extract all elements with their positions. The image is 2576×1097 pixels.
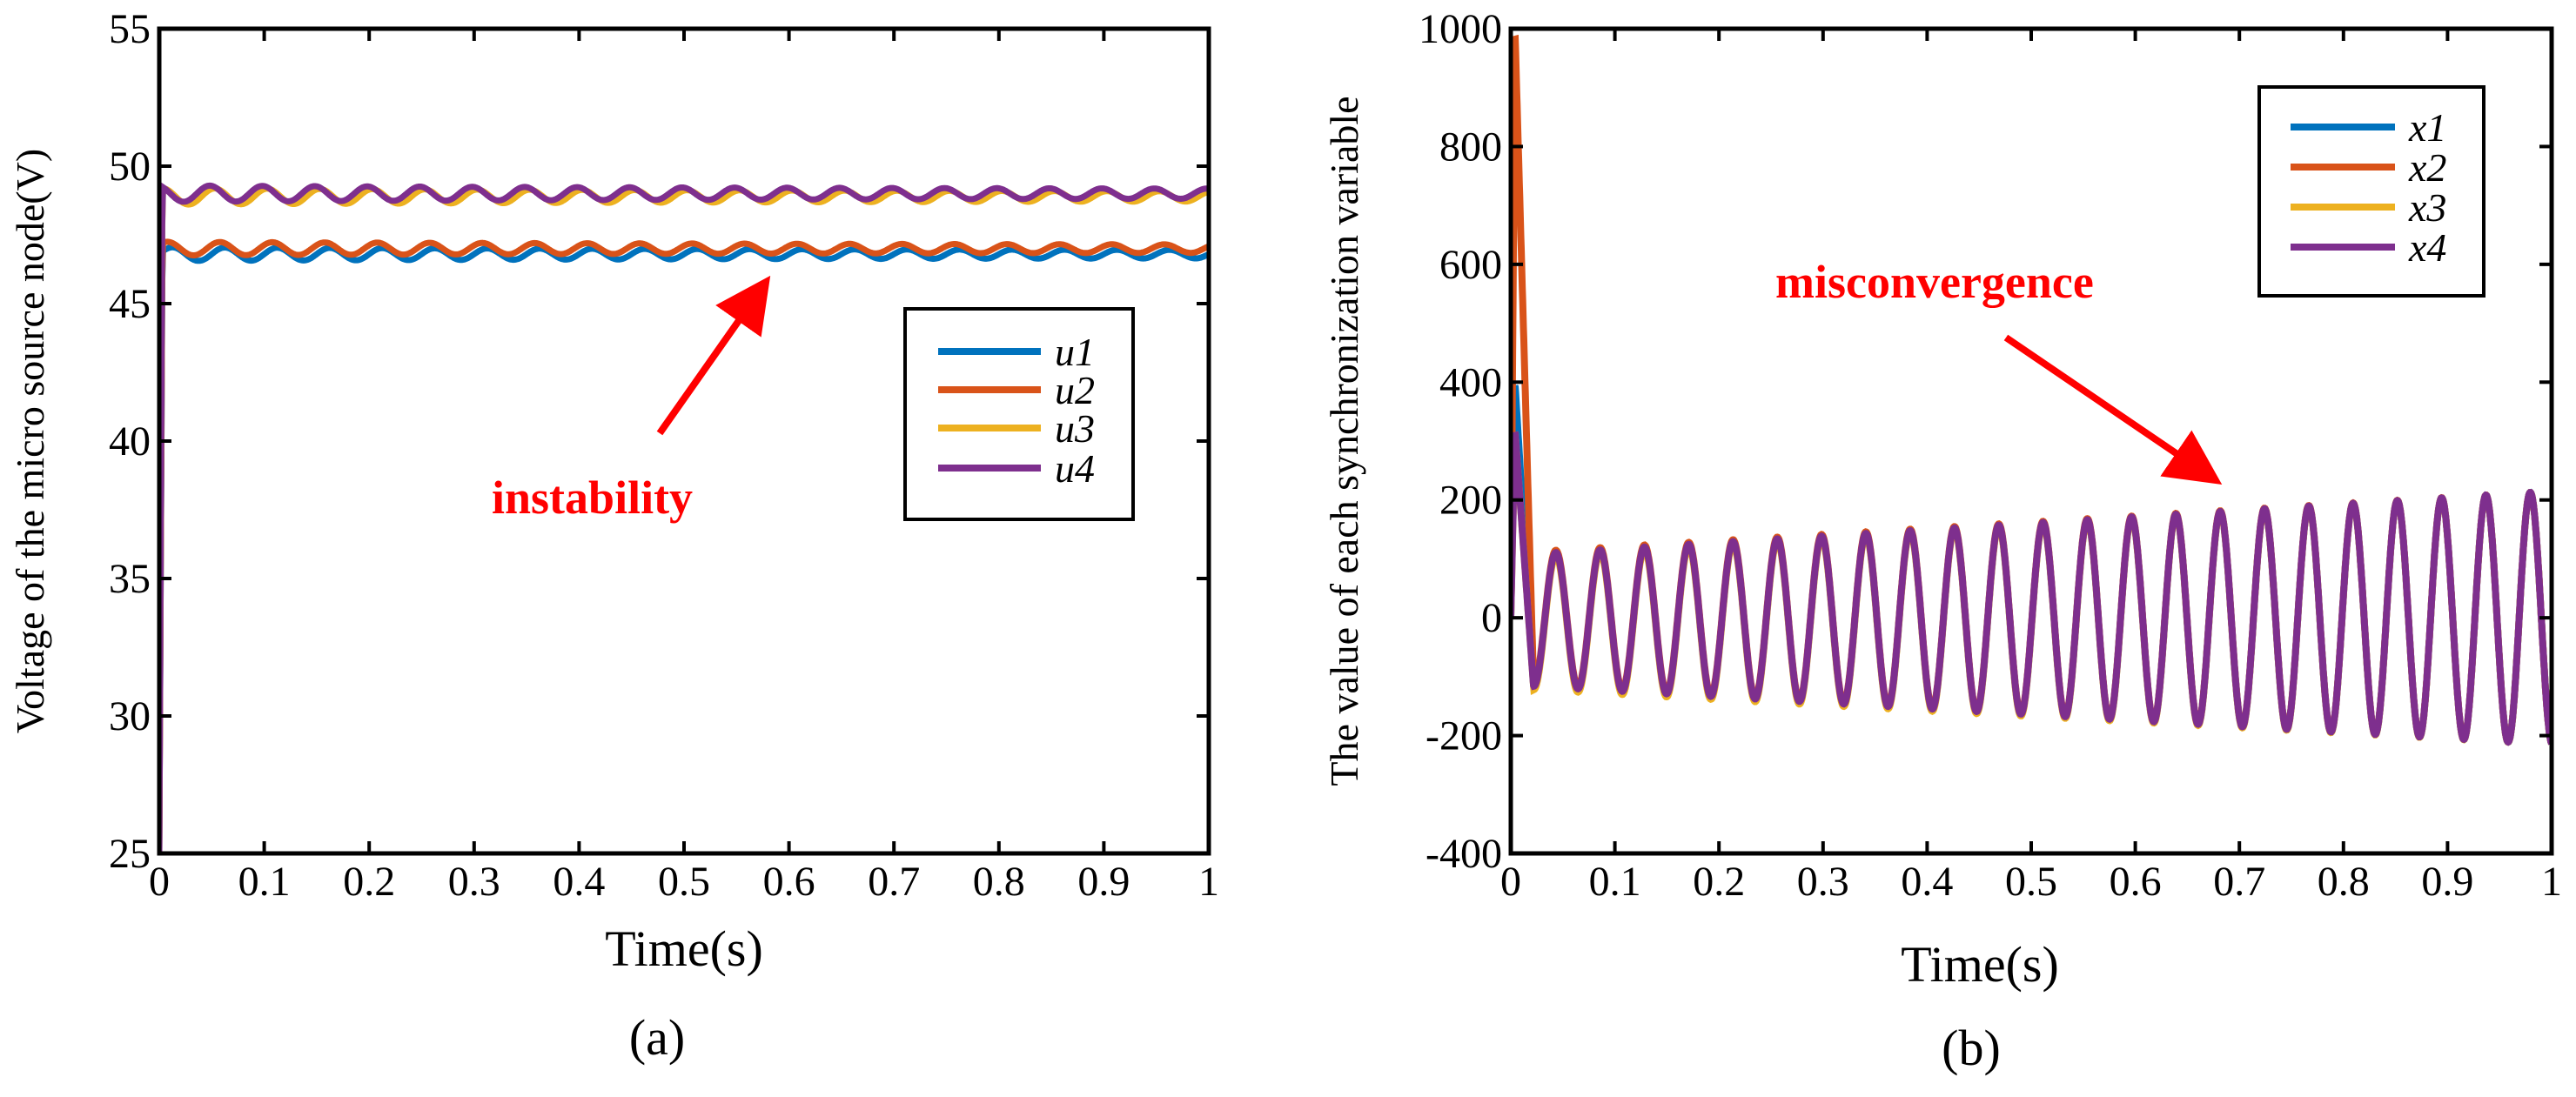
- panel-b-xlabel: Time(s): [1901, 936, 2059, 993]
- panel-b-ytick-label: -200: [1426, 713, 1502, 759]
- panel-b-ytick-label: 800: [1439, 124, 1502, 170]
- panel-a-xtick-label: 0.3: [448, 859, 500, 905]
- legend-label-u1: u1: [1055, 330, 1095, 374]
- panel-a-xtick-label: 0.2: [343, 859, 395, 905]
- panel-b-xtick-label: 0.5: [2005, 859, 2057, 905]
- panel-b-xtick-label: 0.6: [2110, 859, 2162, 905]
- panel-a-caption: (a): [629, 1009, 685, 1066]
- panel-b-ylabel: The value of each synchronization variab…: [1322, 96, 1366, 786]
- series-line-u2: [159, 238, 1209, 853]
- panel-b-xtick-label: 0: [1500, 859, 1521, 905]
- panel-b-ytick-label: 1000: [1419, 6, 1502, 52]
- panel-a-legend-box: [903, 307, 1135, 521]
- panel-b-caption: (b): [1942, 1020, 2001, 1076]
- panel-a-ytick-label: 50: [109, 144, 151, 190]
- panel-b-ytick-label: -400: [1426, 831, 1502, 877]
- panel-a-voltage-chart: 0 0.1 0.2 0.3 0.4 0.5 0.6 0.7 0.8 0.9 1 25 30 35 40 45 5…: [8, 6, 1219, 1066]
- series-line-u4: [159, 181, 1209, 853]
- panel-b-xtick-label: 1: [2541, 859, 2562, 905]
- panel-a-ytick-label: 35: [109, 556, 151, 602]
- panel-a-xtick-label: 0.6: [763, 859, 815, 905]
- panel-b-ytick-label: 200: [1439, 478, 1502, 524]
- panel-b-xtick-label: 0.1: [1589, 859, 1641, 905]
- panel-b-xtick-label: 0.2: [1693, 859, 1745, 905]
- panel-b-series-group: [1511, 34, 2552, 746]
- panel-b-annotation-arrow: [2003, 334, 2223, 485]
- legend-label-u4: u4: [1055, 446, 1095, 491]
- panel-b-xtick-label: 0.9: [2421, 859, 2473, 905]
- panel-b-ytick-label: 400: [1439, 359, 1502, 405]
- panel-a-xtick-label: 1: [1198, 859, 1219, 905]
- panel-b-xtick-label: 0.8: [2318, 859, 2370, 905]
- legend-label-u2: u2: [1055, 368, 1095, 412]
- panel-a-xtick-label: 0.7: [868, 859, 920, 905]
- series-line-x4: [1511, 431, 2552, 746]
- panel-a-ytick-label: 45: [109, 281, 151, 327]
- panel-b-xtick-label: 0.3: [1797, 859, 1849, 905]
- legend-label-u3: u3: [1055, 406, 1095, 451]
- panel-b-xtick-label: 0.7: [2213, 859, 2265, 905]
- panel-a-ytick-label: 55: [109, 6, 151, 52]
- panel-b-sync-variable-chart: 0 0.1 0.2 0.3 0.4 0.5 0.6 0.7 0.8 0.9 1 -400 -200 0 20…: [1322, 6, 2562, 1076]
- panel-a-ytick-label: 25: [109, 831, 151, 877]
- panel-a-series-group: [159, 181, 1209, 853]
- legend-label-x2: x2: [2408, 145, 2446, 190]
- panel-b-ytick-label: 0: [1481, 595, 1502, 641]
- panel-b-annotation-text: misconvergence: [1775, 256, 2094, 308]
- panel-a-ytick-label: 40: [109, 418, 151, 465]
- panel-b-ytick-label: 600: [1439, 242, 1502, 288]
- panel-a-annotation-arrow: [656, 275, 771, 436]
- panel-a-xtick-label: 0.9: [1077, 859, 1130, 905]
- legend-label-x1: x1: [2408, 105, 2446, 150]
- panel-a-xtick-label: 0.8: [973, 859, 1025, 905]
- panel-a-ylabel: Voltage of the micro source node(V): [8, 149, 52, 733]
- panel-b-legend-box: [2257, 85, 2485, 298]
- legend-label-x4: x4: [2408, 225, 2446, 270]
- panel-a-xtick-label: 0.4: [553, 859, 605, 905]
- panel-a-xtick-label: 0: [149, 859, 170, 905]
- panel-a-ytick-label: 30: [109, 693, 151, 739]
- panel-a-xlabel: Time(s): [605, 920, 763, 977]
- panel-a-ticks: 0 0.1 0.2 0.3 0.4 0.5 0.6 0.7 0.8 0.9 1 25 30 35 40 45 5…: [109, 6, 1219, 905]
- panel-a-xtick-label: 0.5: [658, 859, 710, 905]
- panel-b-ticks: 0 0.1 0.2 0.3 0.4 0.5 0.6 0.7 0.8 0.9 1 -400 -200 0 20…: [1419, 6, 2562, 905]
- panel-b-legend: x1 x2 x3 x4: [2257, 85, 2485, 298]
- legend-label-x3: x3: [2408, 185, 2446, 230]
- panel-b-xtick-label: 0.4: [1901, 859, 1953, 905]
- panel-a-legend: u1 u2 u3 u4: [903, 307, 1135, 521]
- panel-a-xtick-label: 0.1: [238, 859, 291, 905]
- panel-a-annotation-text: instability: [492, 472, 693, 524]
